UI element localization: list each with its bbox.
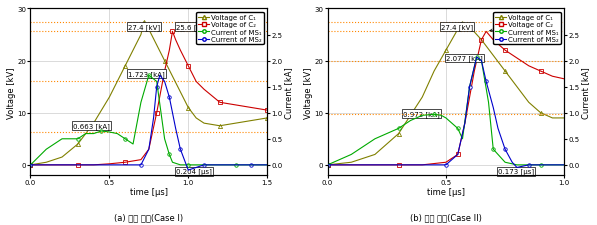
Y-axis label: Current [kA]: Current [kA] <box>284 67 293 118</box>
Text: 25.6 [kV]: 25.6 [kV] <box>490 24 530 33</box>
Y-axis label: Voltage [kV]: Voltage [kV] <box>7 67 16 118</box>
Text: 1.723 [kA]: 1.723 [kA] <box>128 71 165 78</box>
Text: 2.077 [kA]: 2.077 [kA] <box>446 55 483 62</box>
Y-axis label: Current [kA]: Current [kA] <box>581 67 590 118</box>
Text: 0.972 [kA]: 0.972 [kA] <box>404 111 440 118</box>
Legend: Voltage of C₁, Voltage of C₂, Current of MS₁, Current of MS₂: Voltage of C₁, Voltage of C₂, Current of… <box>196 13 264 45</box>
Title: (b) 제안 모델(Case II): (b) 제안 모델(Case II) <box>410 212 482 221</box>
Text: 0.204 [μs]: 0.204 [μs] <box>176 168 211 175</box>
Text: 0.663 [kA]: 0.663 [kA] <box>73 123 110 130</box>
Text: 27.4 [kV]: 27.4 [kV] <box>128 23 161 31</box>
Title: (a) 일반 모델(Case I): (a) 일반 모델(Case I) <box>114 212 183 221</box>
Text: 25.6 [kV]: 25.6 [kV] <box>176 24 208 32</box>
Legend: Voltage of C₁, Voltage of C₂, Current of MS₁, Current of MS₂: Voltage of C₁, Voltage of C₂, Current of… <box>493 13 561 45</box>
Text: 27.4 [kV]: 27.4 [kV] <box>441 23 473 31</box>
Text: 0.173 [μs]: 0.173 [μs] <box>498 168 534 175</box>
X-axis label: time [μs]: time [μs] <box>130 187 168 196</box>
X-axis label: time [μs]: time [μs] <box>427 187 465 196</box>
Y-axis label: Voltage [kV]: Voltage [kV] <box>304 67 313 118</box>
